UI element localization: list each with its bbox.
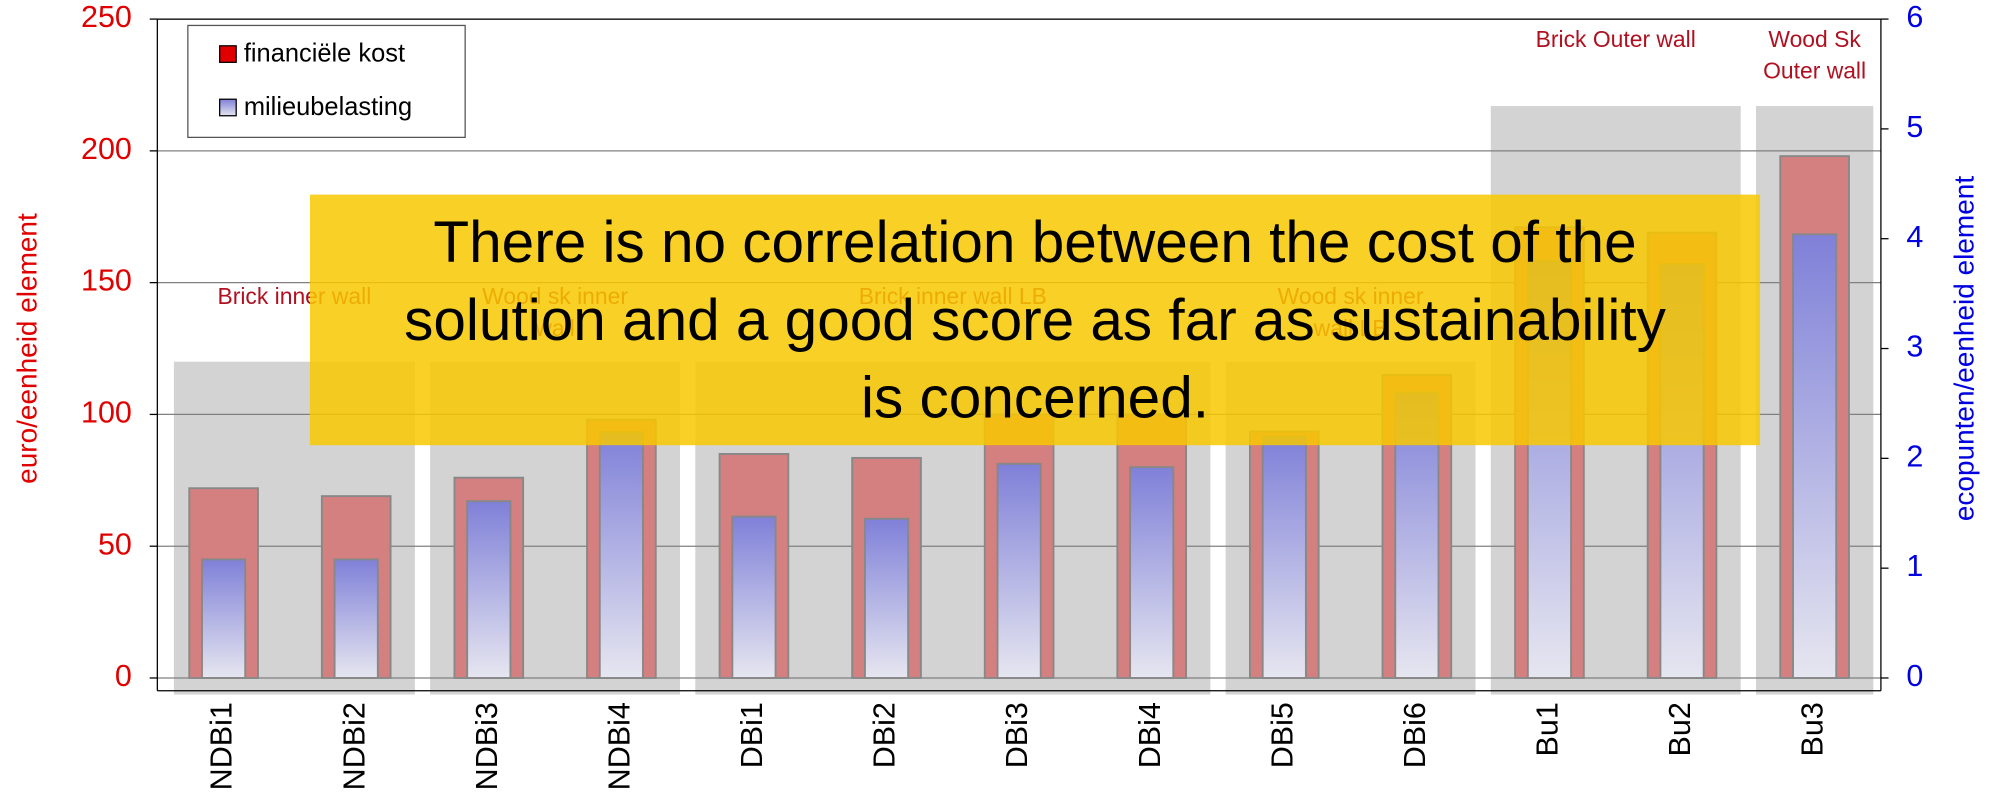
x-tick-label: Bu2	[1663, 702, 1697, 756]
x-tick-label: DBi2	[868, 702, 902, 768]
y-tick-label: 200	[81, 132, 132, 166]
bar	[466, 500, 512, 679]
x-tick-label: NDBi2	[337, 702, 371, 790]
x-tick-label: NDBi1	[205, 702, 239, 790]
bar	[863, 517, 910, 679]
y2-tick-label: 2	[1906, 439, 1923, 473]
y2-tick-label: 4	[1906, 220, 1923, 254]
x-tick-label: NDBi4	[602, 702, 636, 790]
annotation: is concerned.	[861, 365, 1209, 430]
annotation: There is no correlation between the cost…	[433, 210, 1636, 275]
x-tick-label: DBi1	[735, 702, 769, 768]
bar	[1129, 466, 1175, 679]
y-tick-label: 250	[81, 0, 132, 34]
bar	[598, 431, 644, 679]
y2-axis-title: ecopunten/eenheid element	[1949, 176, 1980, 521]
y2-tick-label: 0	[1906, 659, 1923, 693]
y2-tick-label: 1	[1906, 549, 1923, 583]
legend-swatch	[219, 45, 237, 63]
y2-tick-label: 5	[1906, 110, 1923, 144]
x-tick-label: NDBi3	[470, 702, 504, 790]
group-label: Outer wall	[1763, 58, 1866, 84]
y2-tick-label: 6	[1906, 0, 1923, 34]
bar	[996, 462, 1042, 679]
y-tick-label: 100	[81, 395, 132, 429]
legend-label: milieubelasting	[244, 93, 412, 121]
x-tick-label: Bu3	[1796, 702, 1830, 756]
bar	[333, 558, 379, 679]
y-axis-title: euro/eenheid element	[11, 213, 42, 484]
y-tick-label: 0	[115, 659, 132, 693]
annotation-box	[309, 194, 1761, 446]
x-tick-label: DBi6	[1398, 702, 1432, 768]
bar	[1792, 233, 1838, 679]
x-tick-label: Bu1	[1531, 702, 1565, 756]
x-tick-label: DBi3	[1000, 702, 1034, 768]
legend-box	[187, 24, 466, 139]
group-label: Wood Sk	[1768, 26, 1861, 52]
x-tick-label: DBi4	[1133, 702, 1167, 768]
y-tick-label: 50	[98, 527, 132, 561]
bar	[201, 558, 247, 679]
legend-swatch	[219, 98, 237, 117]
bar	[1261, 435, 1307, 679]
y-tick-label: 150	[81, 264, 132, 298]
legend-label: financiële kost	[244, 39, 405, 67]
annotation: solution and a good score as far as sust…	[404, 288, 1666, 353]
x-tick-label: DBi5	[1265, 702, 1299, 768]
y2-tick-label: 3	[1906, 330, 1923, 364]
group-label: Brick Outer wall	[1536, 26, 1696, 52]
bar	[731, 515, 777, 679]
